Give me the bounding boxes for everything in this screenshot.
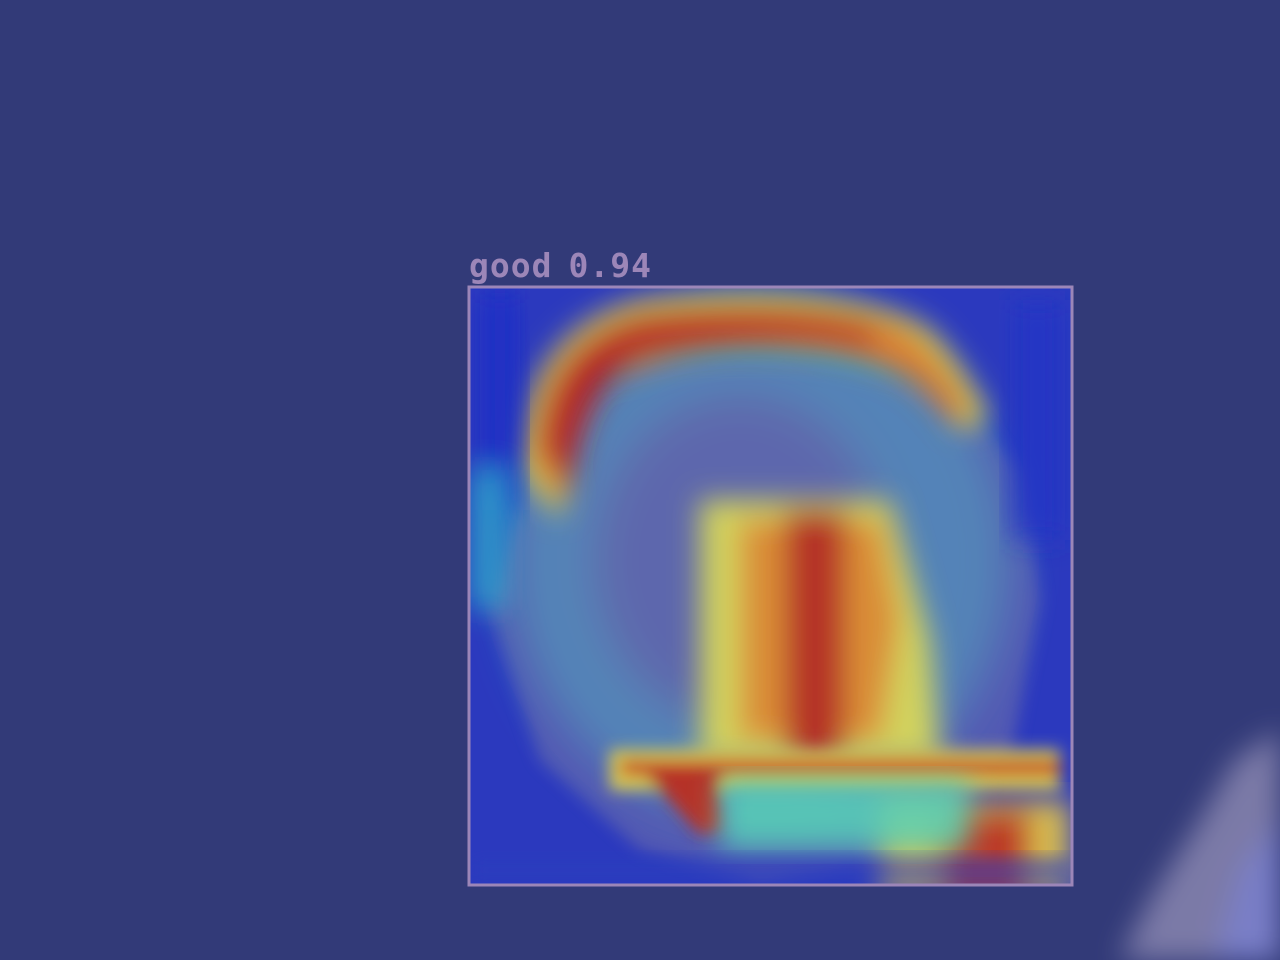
detection-box	[467, 285, 1074, 887]
detection-confidence: 0.94	[568, 246, 652, 285]
heatmap-overlay	[470, 288, 1071, 884]
detection-label: good 0.94	[469, 246, 652, 286]
corner-object	[1120, 730, 1280, 960]
detection-class: good	[469, 246, 553, 285]
